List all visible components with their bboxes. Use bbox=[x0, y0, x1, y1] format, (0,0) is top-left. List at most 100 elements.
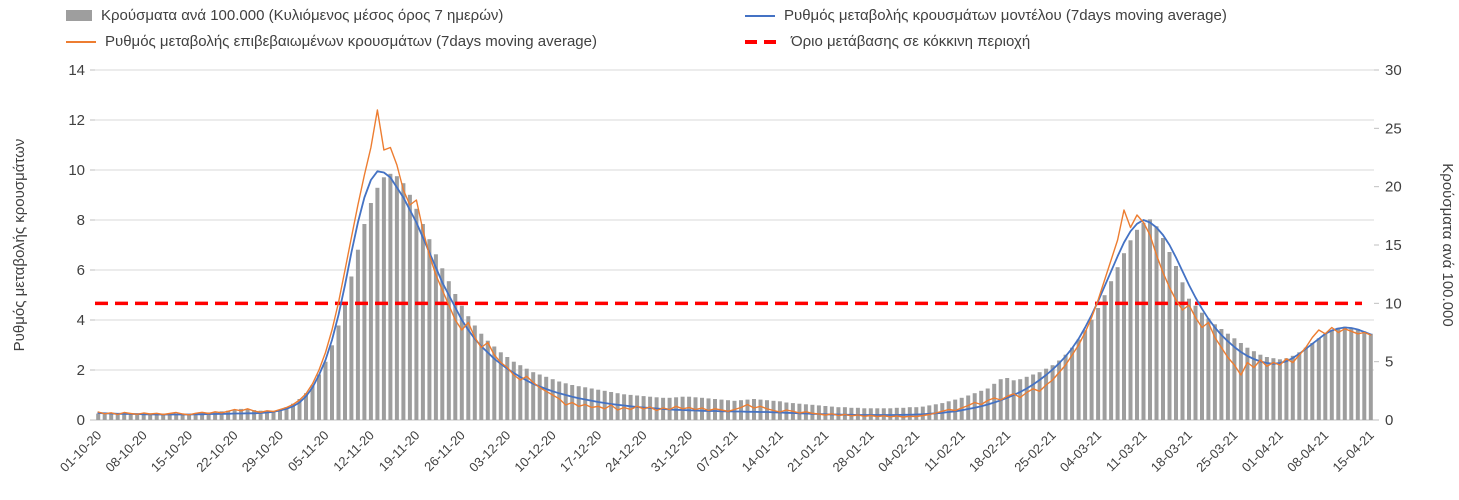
bar bbox=[1063, 354, 1068, 420]
x-axis-tick-label: 01-04-21 bbox=[1239, 428, 1286, 475]
bar bbox=[576, 386, 581, 420]
bar bbox=[1050, 365, 1055, 420]
bar bbox=[1083, 330, 1088, 420]
bar bbox=[524, 368, 529, 420]
cases-bar-swatch bbox=[66, 10, 92, 21]
bar bbox=[180, 414, 185, 420]
bar bbox=[1362, 331, 1367, 420]
right-axis-title: Κρούσματα ανά 100.000 bbox=[1439, 163, 1456, 326]
bar bbox=[1284, 358, 1289, 420]
bar bbox=[693, 397, 698, 421]
bar bbox=[252, 410, 257, 420]
x-axis-tick-label: 14-01-21 bbox=[739, 428, 786, 475]
x-axis-tick-label: 19-11-20 bbox=[376, 428, 423, 475]
bar bbox=[1024, 376, 1029, 420]
line-confirmed_rate bbox=[97, 109, 1372, 418]
bar bbox=[1297, 352, 1302, 420]
bar bbox=[842, 407, 847, 420]
x-axis-tick-label: 01-10-20 bbox=[57, 428, 104, 475]
bar bbox=[115, 414, 120, 420]
bar bbox=[459, 305, 464, 420]
legend-label-confirmed-rate: Ρυθμός μεταβολής επιβεβαιωμένων κρουσμάτ… bbox=[105, 33, 597, 50]
x-axis-tick-label: 05-11-20 bbox=[285, 428, 332, 475]
right-axis-tick-label: 20 bbox=[1385, 179, 1402, 196]
bar bbox=[1200, 312, 1204, 420]
bar bbox=[1154, 226, 1159, 420]
bar bbox=[589, 388, 594, 420]
x-axis-tick-label: 03-12-20 bbox=[466, 428, 513, 475]
bar bbox=[784, 402, 789, 420]
x-axis-tick-label: 08-10-20 bbox=[102, 428, 149, 475]
bar bbox=[1161, 238, 1165, 420]
bar bbox=[1187, 298, 1191, 420]
bar bbox=[1148, 219, 1152, 420]
bar bbox=[739, 400, 743, 420]
bar bbox=[1303, 347, 1308, 420]
bar bbox=[966, 395, 971, 420]
bar bbox=[187, 413, 192, 420]
bar bbox=[492, 346, 497, 420]
bar bbox=[1316, 338, 1321, 420]
bar bbox=[485, 340, 490, 420]
bar bbox=[518, 365, 523, 420]
left-axis-tick-label: 0 bbox=[77, 412, 85, 429]
bar bbox=[355, 249, 360, 420]
bar bbox=[433, 254, 438, 420]
bar bbox=[920, 406, 925, 420]
x-axis-tick-label: 04-03-21 bbox=[1057, 428, 1104, 475]
right-axis-ticks: 0 5 10 15 20 25 30 bbox=[1374, 62, 1402, 429]
bar bbox=[1193, 305, 1198, 420]
bar bbox=[1141, 222, 1146, 420]
left-axis-tick-label: 12 bbox=[68, 112, 85, 129]
x-axis-tick-label: 10-12-20 bbox=[511, 428, 558, 475]
model-line-swatch bbox=[745, 14, 775, 17]
bar bbox=[628, 394, 633, 420]
bar bbox=[894, 407, 899, 421]
bar bbox=[765, 400, 769, 420]
chart-legend: Κρούσματα ανά 100.000 (Κυλιόμενος μέσος … bbox=[66, 7, 1227, 50]
x-axis-tick-label: 18-02-21 bbox=[966, 428, 1013, 475]
bar bbox=[330, 345, 334, 420]
bar bbox=[128, 413, 133, 420]
line-model_rate bbox=[97, 170, 1372, 416]
x-axis-tick-label: 18-03-21 bbox=[1148, 428, 1195, 475]
bar bbox=[310, 385, 315, 420]
bar bbox=[414, 208, 419, 420]
x-axis-tick-label: 07-01-21 bbox=[693, 428, 740, 475]
bar bbox=[278, 409, 282, 420]
bar bbox=[479, 333, 484, 420]
bar bbox=[1258, 354, 1263, 420]
x-axis-tick-label: 28-01-21 bbox=[830, 428, 877, 475]
bar bbox=[154, 413, 159, 420]
legend-item-confirmed-rate: Ρυθμός μεταβολής επιβεβαιωμένων κρουσμάτ… bbox=[66, 33, 745, 50]
bar bbox=[200, 412, 205, 420]
bar bbox=[1323, 333, 1328, 420]
bar bbox=[206, 412, 211, 420]
bar bbox=[1167, 252, 1172, 420]
bar bbox=[213, 411, 218, 420]
bar bbox=[1238, 343, 1243, 420]
x-axis-tick-label: 26-11-20 bbox=[421, 428, 468, 475]
bar bbox=[583, 387, 588, 420]
bar bbox=[959, 397, 964, 420]
x-axis-tick-label: 25-02-21 bbox=[1011, 428, 1058, 475]
left-axis-ticks: 0 2 4 6 8 10 12 14 bbox=[68, 62, 95, 429]
right-axis-tick-label: 30 bbox=[1385, 62, 1402, 79]
legend-item-red-threshold: Όριο μετάβασης σε κόκκινη περιοχή bbox=[745, 33, 1227, 50]
bar bbox=[258, 410, 263, 420]
bar bbox=[297, 399, 302, 420]
x-axis-tick-label: 29-10-20 bbox=[239, 428, 286, 475]
bar bbox=[531, 372, 536, 420]
x-axis-tick-label: 08-04-21 bbox=[1284, 428, 1331, 475]
bar bbox=[1070, 347, 1075, 420]
bar bbox=[602, 390, 607, 420]
bar bbox=[726, 400, 730, 420]
bar bbox=[1044, 368, 1049, 420]
bar bbox=[1264, 357, 1269, 420]
bar bbox=[161, 414, 166, 420]
legend-item-cases-per-100k: Κρούσματα ανά 100.000 (Κυλιόμενος μέσος … bbox=[66, 7, 745, 24]
bar bbox=[466, 316, 471, 420]
bar bbox=[1271, 358, 1276, 420]
bar bbox=[141, 414, 146, 420]
bar bbox=[1342, 326, 1347, 420]
